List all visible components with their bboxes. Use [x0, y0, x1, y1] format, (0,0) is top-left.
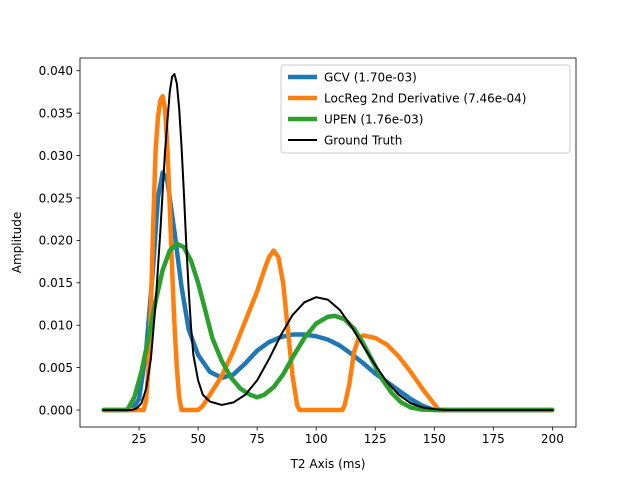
x-tick-label: 175 [482, 432, 505, 446]
y-tick-label: 0.005 [39, 361, 73, 375]
x-tick-label: 75 [250, 432, 265, 446]
legend-label-3: Ground Truth [324, 133, 402, 147]
legend-label-2: UPEN (1.76e-03) [324, 112, 423, 126]
x-tick-label: 50 [190, 432, 205, 446]
y-tick-label: 0.020 [39, 234, 73, 248]
y-tick-label: 0.025 [39, 191, 73, 205]
legend-box [280, 64, 571, 154]
series-layer [101, 73, 555, 413]
y-axis: 0.000 0.005 0.010 0.015 0.020 0.025 0.030 0.035… [39, 64, 80, 417]
x-tick-label: 25 [131, 432, 146, 446]
y-tick-label: 0.000 [39, 403, 73, 417]
legend-label-1: LocReg 2nd Derivative (7.46e-04) [324, 91, 526, 105]
series-line-1 [101, 93, 555, 413]
y-tick-label: 0.015 [39, 276, 73, 290]
series-line-2 [101, 241, 555, 413]
x-tick-label: 100 [305, 432, 328, 446]
x-axis: 25 50 75 100 125 150 175 200 [131, 427, 564, 446]
series-line-3 [102, 73, 554, 412]
y-axis-label: Amplitude [10, 212, 24, 274]
y-tick-label: 0.035 [39, 106, 73, 120]
x-tick-label: 150 [423, 432, 446, 446]
y-tick-label: 0.030 [39, 149, 73, 163]
y-tick-label: 0.010 [39, 319, 73, 333]
legend: GCV (1.70e-03) LocReg 2nd Derivative (7.4… [280, 64, 571, 154]
legend-label-0: GCV (1.70e-03) [324, 70, 417, 84]
x-tick-label: 125 [364, 432, 387, 446]
x-axis-label: T2 Axis (ms) [290, 457, 366, 471]
axes-frame [79, 57, 577, 428]
x-tick-label: 200 [541, 432, 564, 446]
y-tick-label: 0.040 [39, 64, 73, 78]
